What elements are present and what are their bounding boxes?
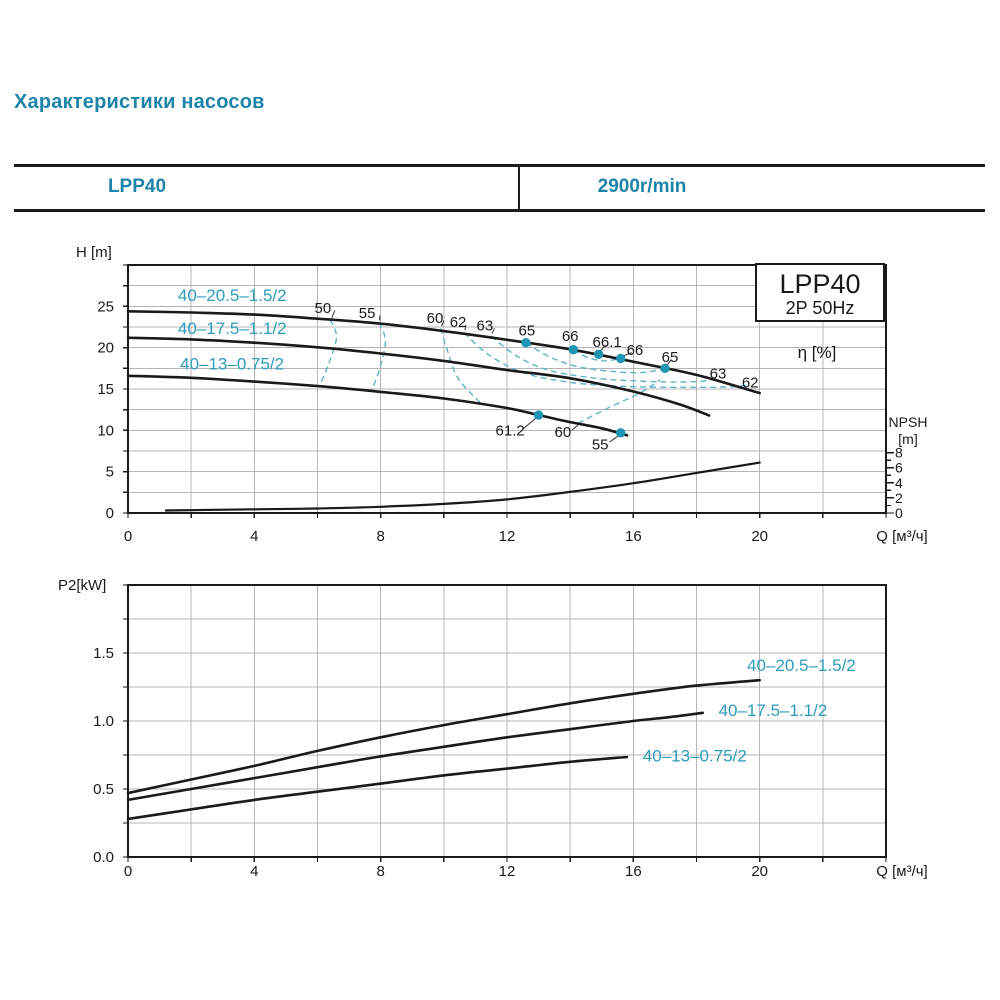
efficiency-contour-65: [525, 342, 664, 374]
efficiency-value-label: 55: [592, 436, 609, 453]
efficiency-value-label: 50: [315, 300, 332, 317]
efficiency-point-dot: [593, 349, 604, 359]
model-label: 40–17.5–1.1/2: [178, 319, 287, 338]
efficiency-contour-50: [318, 319, 338, 387]
y-axis-title: H [m]: [76, 244, 112, 261]
efficiency-point-dot: [660, 363, 670, 374]
pump-model-label: LPP40: [107, 176, 167, 197]
model-label: 40–17.5–1.1/2: [719, 701, 828, 720]
y-tick-label: 25: [97, 298, 114, 315]
pump-curve-40-17.5-1.1-2: [126, 711, 705, 802]
efficiency-contour-60: [440, 328, 481, 404]
model-label: 40–13–0.75/2: [180, 354, 284, 373]
model-label: 40–20.5–1.5/2: [178, 286, 287, 305]
x-tick-label: 8: [376, 528, 384, 545]
efficiency-value-label: 66: [562, 328, 579, 345]
label-leader-line: [491, 328, 495, 334]
efficiency-point-dot: [568, 345, 579, 355]
y-axis-title: P2[kW]: [58, 577, 106, 594]
spec-table-divider: [518, 167, 520, 209]
model-label: 40–13–0.75/2: [643, 747, 747, 766]
efficiency-value-label: 60: [427, 310, 444, 327]
efficiency-point-dot: [616, 353, 626, 364]
x-tick-label: 0: [124, 528, 132, 545]
x-tick-label: 0: [124, 863, 132, 880]
x-tick-label: 12: [499, 863, 516, 880]
efficiency-contour-66: [573, 349, 620, 362]
npsh-tick-label: 4: [895, 475, 903, 491]
y-tick-label: 0: [106, 505, 114, 522]
x-tick-label: 4: [250, 863, 258, 880]
label-leader-line: [571, 424, 579, 431]
spec-table: LPP40 2900r/min: [14, 164, 985, 212]
efficiency-value-label: 66: [627, 342, 644, 359]
x-tick-label: 16: [625, 528, 642, 545]
efficiency-value-label: 60: [555, 424, 572, 441]
x-tick-label: 4: [250, 528, 258, 545]
efficiency-contour-63: [490, 335, 721, 383]
chart-title: LPP40: [779, 269, 860, 299]
pump-curve-40-13-0.75-2: [126, 755, 629, 821]
label-leader-line: [331, 310, 336, 319]
efficiency-value-label: 62: [450, 314, 467, 331]
efficiency-value-label: 55: [359, 305, 376, 322]
efficiency-point-dot: [521, 338, 531, 348]
efficiency-point-dot: [616, 428, 626, 438]
model-label: 40–20.5–1.5/2: [747, 656, 856, 675]
efficiency-value-label: 61.2: [496, 422, 525, 439]
y-tick-label: 1.5: [93, 645, 114, 662]
y-tick-label: 1.0: [93, 713, 114, 730]
label-leader-line: [441, 320, 445, 327]
pump-curve-40-20.5-1.5-2: [126, 678, 761, 795]
efficiency-value-label: 66.1: [593, 334, 622, 351]
efficiency-value-label: 62: [742, 374, 759, 391]
label-leader-line: [609, 434, 620, 443]
efficiency-contour-60r: [577, 379, 661, 424]
efficiency-value-label: 65: [519, 322, 536, 339]
npsh-tick-label: 6: [895, 460, 903, 476]
pump-curve-40-13-0.75-2: [126, 374, 629, 437]
efficiency-value-label: 63: [710, 365, 727, 382]
pump-curve-40-17.5-1.1-2: [126, 336, 711, 417]
npsh-tick-label: 2: [895, 490, 903, 506]
efficiency-value-label: 63: [477, 317, 494, 334]
y-tick-label: 20: [97, 340, 114, 357]
x-tick-label: 16: [625, 863, 642, 880]
npsh-tick-label: 8: [895, 445, 903, 461]
efficiency-contour-62: [463, 332, 751, 389]
label-leader-line: [522, 417, 537, 430]
pump-curve-NPSH: [164, 461, 761, 512]
y-tick-label: 0.5: [93, 781, 114, 798]
efficiency-value-label: 65: [662, 349, 679, 366]
x-tick-label: 20: [751, 528, 768, 545]
npsh-tick-label: 0: [895, 505, 903, 521]
chart-subtitle: 2P 50Hz: [786, 298, 855, 318]
y-tick-label: 10: [97, 422, 114, 439]
npsh-axis-title: NPSH: [889, 414, 928, 430]
npsh-axis-unit: [m]: [898, 431, 917, 447]
page-title: Характеристики насосов: [14, 91, 265, 113]
x-tick-label: 12: [499, 528, 516, 545]
x-axis-title: Q [м³/ч]: [876, 863, 927, 880]
y-tick-label: 15: [97, 381, 114, 398]
y-tick-label: 0.0: [93, 849, 114, 866]
x-tick-label: 8: [376, 863, 384, 880]
pump-curve-40-20.5-1.5-2: [126, 309, 761, 395]
label-leader-line: [464, 324, 467, 331]
x-tick-label: 20: [751, 863, 768, 880]
x-axis-title: Q [м³/ч]: [876, 528, 927, 545]
y-tick-label: 5: [106, 464, 114, 481]
efficiency-axis-label: η [%]: [798, 343, 837, 362]
pump-speed-label: 2900r/min: [597, 176, 687, 197]
chart-title-box: [755, 263, 885, 322]
efficiency-point-dot: [533, 410, 544, 420]
efficiency-contour-55: [370, 322, 387, 392]
